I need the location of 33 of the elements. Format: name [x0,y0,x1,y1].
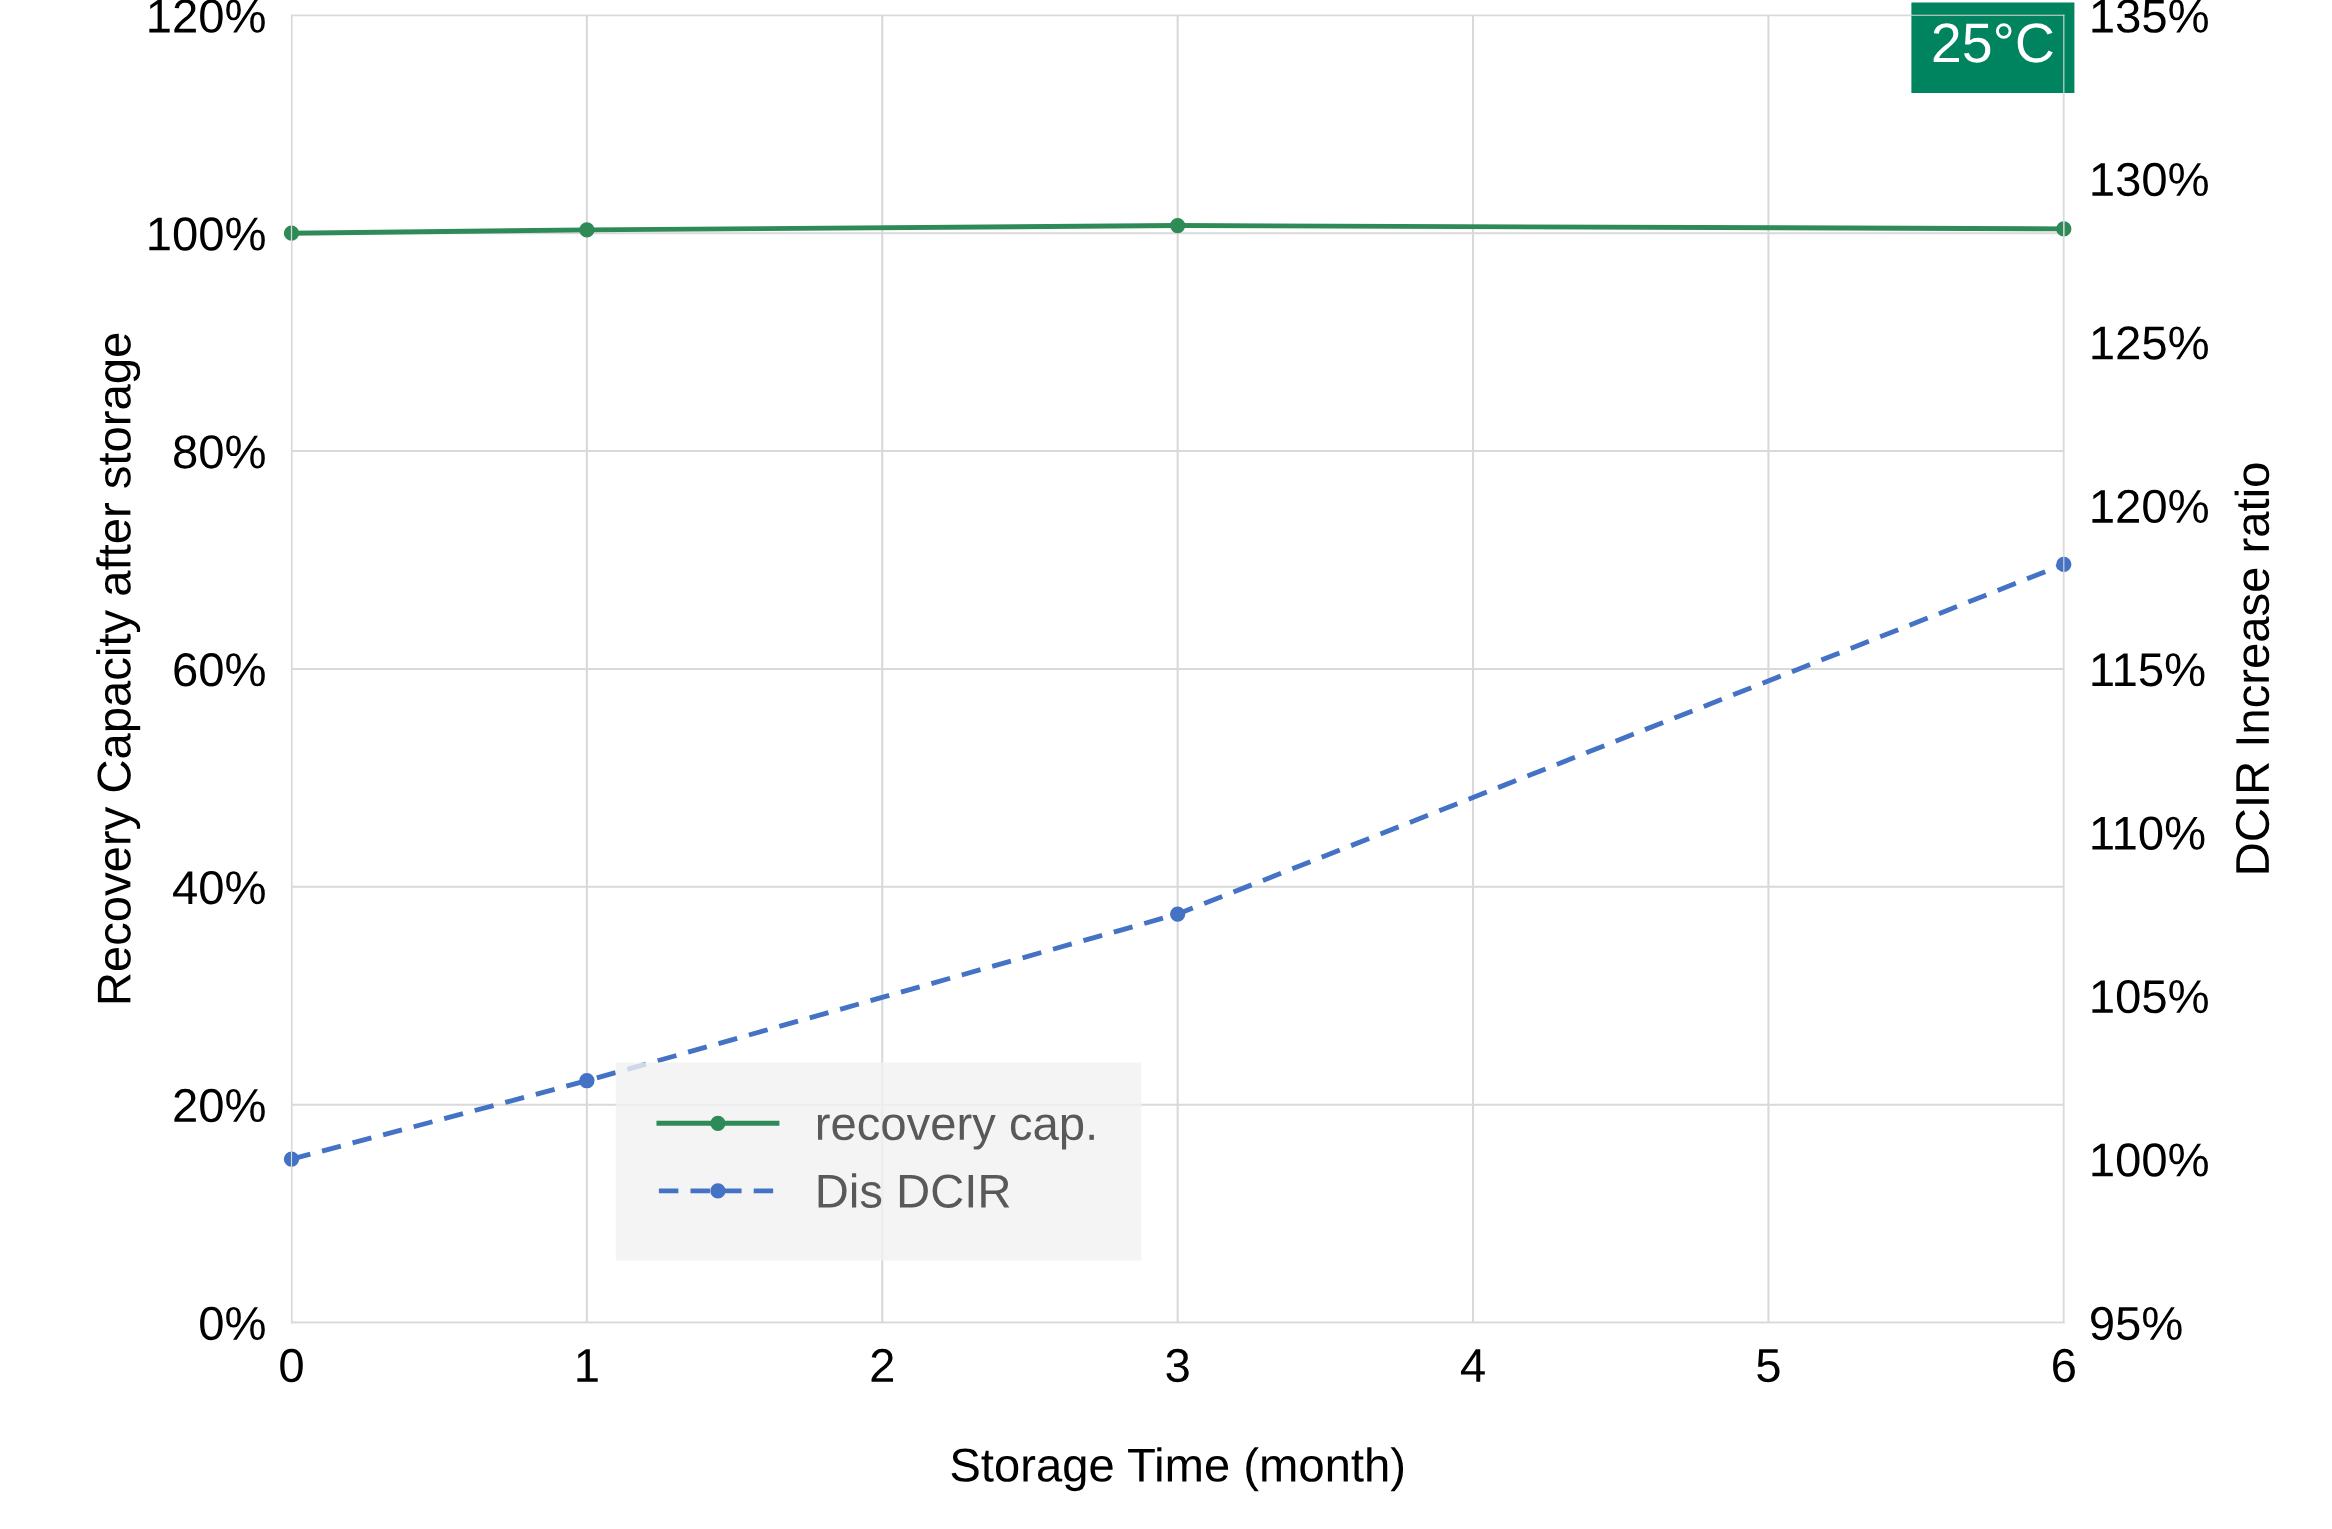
legend-label: Dis DCIR [818,1173,1010,1208]
y2-tick-label: 110% [2092,816,2205,850]
y-tick-label: 120% [149,0,265,33]
y2-tick-label: 115% [2092,653,2205,687]
point [2056,556,2072,572]
y2-tick-label: 95% [2091,1306,2182,1341]
x-tick-label: 3 [1166,1348,1189,1383]
x-tick-label: 2 [871,1348,894,1382]
y2-tick-label: 130% [2092,162,2208,197]
y2-tick-label: 105% [2092,979,2208,1014]
legend-label: recovery cap. [817,1114,1094,1150]
y-tick-label: 60% [174,653,265,687]
annotation: 25°C [1933,23,2053,63]
y-tick-label: 80% [174,435,265,469]
y2-axis-title: DCIR Increase ratio [2234,463,2270,873]
y2-tick-label: 120% [2092,489,2208,524]
y-tick-label: 0% [200,1306,265,1341]
y-tick-label: 100% [149,217,265,251]
x-tick-label: 4 [1461,1349,1485,1382]
y-axis-title: Recovery Capacity after storage [96,333,141,1003]
y2-tick-label: 125% [2092,326,2208,360]
point [579,1073,595,1089]
x-axis-title: Storage Time (month) [951,1447,1404,1492]
point [1170,906,1186,922]
y-tick-label: 40% [173,870,265,905]
y-tick-label: 20% [174,1088,265,1123]
x-tick-label: 0 [280,1348,303,1383]
y2-tick-label: 100% [2092,1143,2208,1177]
point [283,1151,300,1167]
x-tick-label: 1 [577,1349,598,1382]
x-tick-label: 5 [1757,1349,1780,1383]
x-tick-label: 6 [2053,1348,2075,1383]
y2-tick-label: 135% [2092,0,2208,33]
